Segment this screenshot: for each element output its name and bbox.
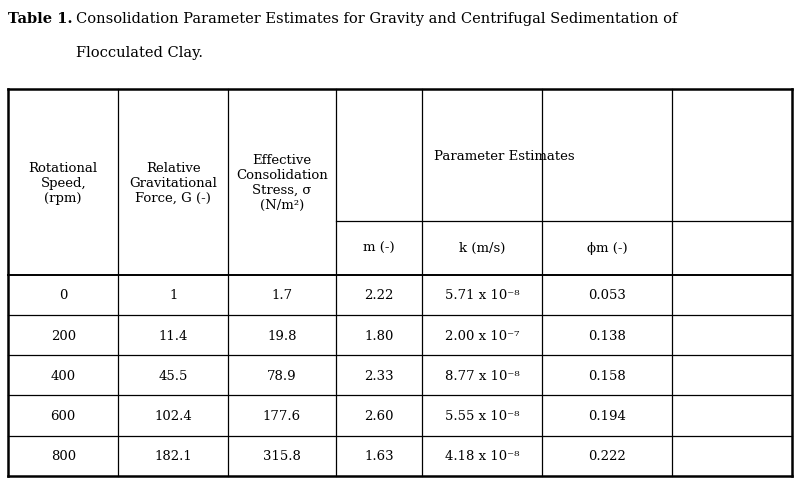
Text: Flocculated Clay.: Flocculated Clay. (76, 46, 203, 61)
Text: 200: 200 (50, 329, 76, 342)
Text: Relative
Gravitational
Force, G (-): Relative Gravitational Force, G (-) (130, 162, 217, 204)
Text: 0.138: 0.138 (588, 329, 626, 342)
Text: 45.5: 45.5 (158, 369, 188, 382)
Text: 182.1: 182.1 (154, 449, 192, 462)
Text: 177.6: 177.6 (263, 409, 301, 422)
Text: 19.8: 19.8 (267, 329, 297, 342)
Text: 4.18 x 10⁻⁸: 4.18 x 10⁻⁸ (445, 449, 519, 462)
Text: 0: 0 (59, 289, 67, 302)
Text: 1.63: 1.63 (364, 449, 394, 462)
Text: 2.33: 2.33 (364, 369, 394, 382)
Text: 8.77 x 10⁻⁸: 8.77 x 10⁻⁸ (445, 369, 519, 382)
Text: Parameter Estimates: Parameter Estimates (434, 149, 574, 163)
Text: Effective
Consolidation
Stress, σ
(N/m²): Effective Consolidation Stress, σ (N/m²) (236, 154, 328, 212)
Text: 400: 400 (50, 369, 76, 382)
Text: 0.194: 0.194 (588, 409, 626, 422)
Text: 102.4: 102.4 (154, 409, 192, 422)
Text: 0.158: 0.158 (588, 369, 626, 382)
Text: m (-): m (-) (363, 242, 394, 255)
Text: 600: 600 (50, 409, 76, 422)
Text: 1.7: 1.7 (271, 289, 293, 302)
Text: 800: 800 (50, 449, 76, 462)
Text: 0.222: 0.222 (588, 449, 626, 462)
Text: 5.55 x 10⁻⁸: 5.55 x 10⁻⁸ (445, 409, 519, 422)
Text: k (m/s): k (m/s) (459, 242, 505, 255)
Text: ϕm (-): ϕm (-) (587, 242, 627, 255)
Text: 315.8: 315.8 (263, 449, 301, 462)
Text: 2.22: 2.22 (364, 289, 394, 302)
Text: 11.4: 11.4 (158, 329, 188, 342)
Text: Table 1.: Table 1. (8, 12, 73, 26)
Text: 0.053: 0.053 (588, 289, 626, 302)
Text: 78.9: 78.9 (267, 369, 297, 382)
Text: 5.71 x 10⁻⁸: 5.71 x 10⁻⁸ (445, 289, 519, 302)
Text: Rotational
Speed,
(rpm): Rotational Speed, (rpm) (29, 162, 98, 204)
Text: 1: 1 (169, 289, 178, 302)
Text: 2.00 x 10⁻⁷: 2.00 x 10⁻⁷ (445, 329, 519, 342)
Text: Consolidation Parameter Estimates for Gravity and Centrifugal Sedimentation of: Consolidation Parameter Estimates for Gr… (76, 12, 678, 26)
Text: 2.60: 2.60 (364, 409, 394, 422)
Text: 1.80: 1.80 (364, 329, 394, 342)
